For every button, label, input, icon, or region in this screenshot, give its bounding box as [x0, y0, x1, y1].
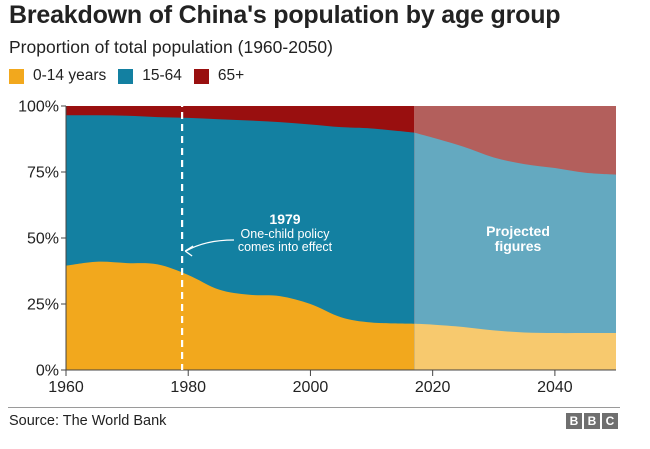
chart-title: Breakdown of China's population by age g…	[9, 1, 561, 29]
bbc-logo-letter-1: B	[566, 413, 582, 429]
y-tick-label-25: 25%	[27, 297, 59, 314]
legend: 0-14 years 15-64 65+	[9, 67, 256, 85]
legend-item-0-14: 0-14 years	[9, 67, 106, 85]
projected-label-line-2: figures	[495, 238, 542, 254]
annotation-1979-line-1: One-child policy	[241, 227, 331, 241]
legend-swatch-15-64	[118, 68, 134, 84]
area-15-64-projected	[414, 132, 616, 370]
legend-label-0-14: 0-14 years	[33, 67, 107, 84]
annotation-arrow	[185, 239, 235, 252]
annotation-1979-line-2: comes into effect	[238, 240, 333, 254]
source-note: Source: The World Bank	[9, 413, 167, 429]
x-tick-label-2000: 2000	[293, 379, 329, 396]
y-tick-label-100: 100%	[18, 99, 59, 116]
bbc-logo: B B C	[564, 413, 618, 429]
x-tick-label-1960: 1960	[48, 379, 84, 396]
footer-divider	[8, 407, 620, 408]
y-tick-label-50: 50%	[27, 231, 59, 248]
chart-subtitle: Proportion of total population (1960-205…	[9, 37, 333, 57]
legend-swatch-65-plus	[193, 68, 209, 84]
area-chart: 0% 25% 50% 75% 100% 1960 1980 2000 2020 2040 1979O…	[18, 99, 616, 396]
area-0-14-projected	[414, 323, 616, 370]
annotation-arrowhead	[184, 245, 194, 257]
legend-label-65-plus: 65+	[217, 67, 245, 84]
area-0-14-actual	[66, 261, 415, 370]
y-tick-label-0: 0%	[36, 363, 59, 380]
x-tick-label-2040: 2040	[537, 379, 573, 396]
legend-item-15-64: 15-64	[118, 67, 182, 85]
legend-swatch-0-14	[9, 68, 24, 84]
x-tick-label-2020: 2020	[415, 379, 451, 396]
legend-item-65-plus: 65+	[193, 67, 245, 85]
bbc-logo-letter-3: C	[602, 413, 618, 429]
legend-label-15-64: 15-64	[142, 67, 182, 84]
bbc-logo-letter-2: B	[584, 413, 600, 429]
x-tick-label-1980: 1980	[170, 379, 206, 396]
annotation-1979-year: 1979	[269, 211, 300, 227]
y-tick-label-75: 75%	[27, 165, 59, 182]
projected-label-line-1: Projected	[486, 223, 550, 239]
